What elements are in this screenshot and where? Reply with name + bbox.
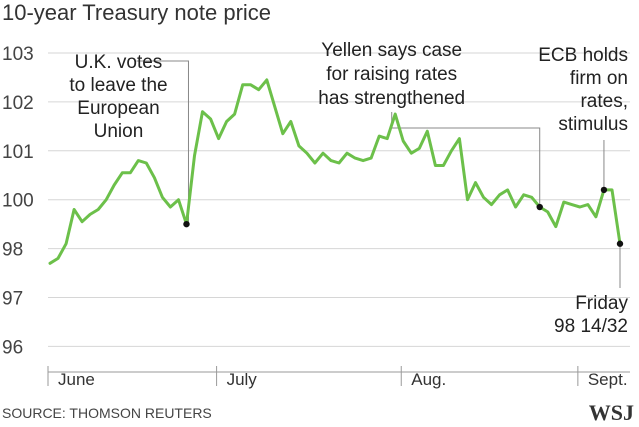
source-note: SOURCE: THOMSON REUTERS xyxy=(2,405,212,421)
annotation-line: ECB holds xyxy=(538,45,628,66)
annotations: U.K. votes to leave the European Union Yell… xyxy=(69,40,628,337)
x-tick-label: Aug. xyxy=(411,370,446,389)
annotation-line: stimulus xyxy=(558,114,628,135)
annotation-line: for raising rates xyxy=(326,64,457,85)
annotation-yellen: Yellen says case for raising rates has str… xyxy=(318,40,465,109)
x-tick-label: Sept. xyxy=(588,370,628,389)
annotation-line: rates, xyxy=(580,91,628,112)
annotation-friday: Friday 98 14/32 xyxy=(554,293,628,337)
annotation-point xyxy=(600,186,608,194)
annotation-line: firm on xyxy=(570,68,628,89)
y-tick-label: 97 xyxy=(2,289,23,310)
annotation-line: Union xyxy=(94,121,144,142)
y-tick-label: 100 xyxy=(2,191,34,212)
annotation-line: has strengthened xyxy=(318,88,465,109)
annotation-line: to leave the xyxy=(69,75,167,96)
y-tick-label: 101 xyxy=(2,142,34,163)
y-tick-label: 98 xyxy=(2,240,23,261)
annotation-line: 98 14/32 xyxy=(554,316,628,337)
wsj-logo: WSJ xyxy=(589,400,634,425)
annotation-leader xyxy=(136,60,189,225)
annotation-point xyxy=(183,220,190,228)
annotation-line: European xyxy=(77,98,159,119)
x-tick-label: June xyxy=(58,370,95,389)
annotation-ecb: ECB holds firm on rates, stimulus xyxy=(538,45,628,135)
price-line xyxy=(48,78,622,265)
annotation-brexit: U.K. votes to leave the European Union xyxy=(69,52,167,142)
x-axis-ticks: June July Aug. Sept. xyxy=(47,366,628,389)
annotation-points xyxy=(183,186,624,247)
x-tick-label: July xyxy=(227,370,258,389)
chart-title: 10-year Treasury note price xyxy=(2,0,271,25)
annotation-line: Friday xyxy=(575,293,628,314)
gridlines xyxy=(48,52,630,347)
y-tick-label: 102 xyxy=(2,93,34,114)
y-tick-label: 96 xyxy=(2,337,23,358)
y-tick-label: 103 xyxy=(2,44,34,65)
annotation-point xyxy=(616,240,624,247)
annotation-line: U.K. votes xyxy=(75,52,163,73)
y-axis-ticks: 103 102 101 100 98 97 96 xyxy=(2,44,34,358)
annotation-point xyxy=(536,203,543,211)
annotation-line: Yellen says case xyxy=(321,40,462,61)
